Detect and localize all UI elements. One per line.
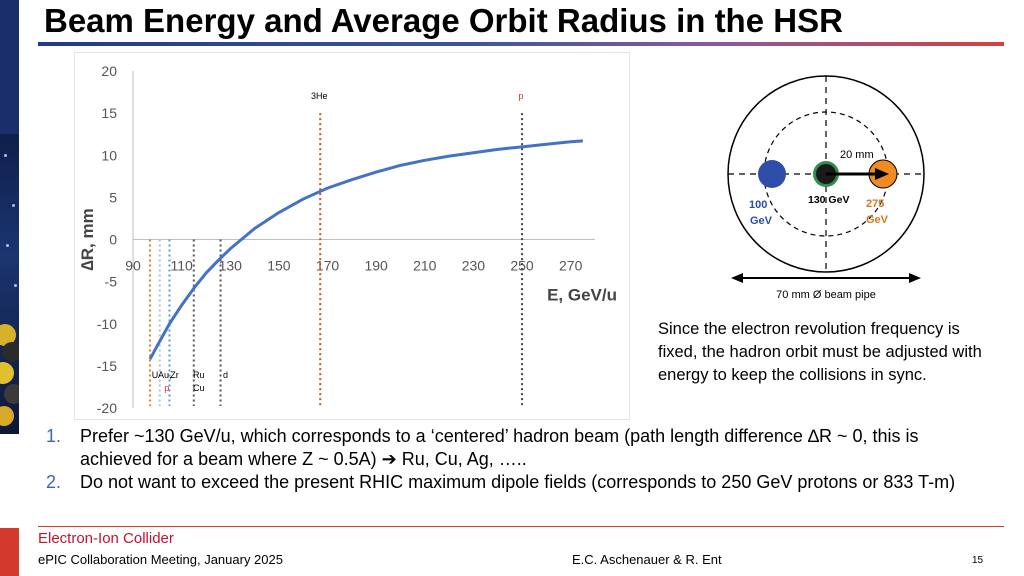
marker-label: U xyxy=(152,370,159,380)
series-line-0 xyxy=(148,139,583,360)
marker-sublabel: p xyxy=(164,383,169,393)
x-tick-label: 230 xyxy=(462,258,486,274)
y-tick-label: -5 xyxy=(105,274,118,290)
x-tick-label: 190 xyxy=(364,258,388,274)
x-tick-label: 150 xyxy=(267,258,291,274)
y-tick-label: 15 xyxy=(101,105,117,121)
pipe-label: 70 mm Ø beam pipe xyxy=(776,289,876,301)
beam-pipe-diagram: 20 mm 100 GeV 130 GeV 275 GeV 70 mm Ø be… xyxy=(727,75,925,301)
marker-label: p xyxy=(519,91,524,101)
footer-authors: E.C. Aschenauer & R. Ent xyxy=(572,552,722,567)
page-number: 15 xyxy=(972,555,984,566)
x-axis-label: E, GeV/u xyxy=(547,286,617,305)
pipe-arrowhead-left xyxy=(731,273,743,283)
y-tick-label: 0 xyxy=(109,232,117,248)
x-tick-label: 170 xyxy=(316,258,340,274)
offset-arrowhead xyxy=(875,168,889,180)
bullet-text: Do not want to exceed the present RHIC m… xyxy=(80,472,956,492)
label-275: 275 xyxy=(866,198,884,210)
bullet-item: 2. Do not want to exceed the present RHI… xyxy=(46,471,986,494)
label-100-unit: GeV xyxy=(750,215,773,227)
x-tick-label: 210 xyxy=(413,258,437,274)
title-underline xyxy=(38,42,1004,46)
orbit-radius-chart: 20 15 10 5 0 -5 -10 -15 -20 90 110 130 150 170 190 210 2… xyxy=(74,52,630,420)
eic-logo: Electron-Ion Collider xyxy=(38,530,174,547)
label-20mm: 20 mm xyxy=(840,149,874,161)
y-tick-label: 20 xyxy=(101,63,117,79)
y-tick-label: 5 xyxy=(109,189,117,205)
marker-label: Au, xyxy=(158,370,172,380)
x-tick-label: 250 xyxy=(510,258,534,274)
bullet-number: 2. xyxy=(46,472,62,492)
x-tick-label: 110 xyxy=(170,258,193,274)
y-tick-label: 10 xyxy=(101,147,117,163)
y-tick-label: -15 xyxy=(97,358,117,374)
bullet-text: Prefer ~130 GeV/u, which corresponds to … xyxy=(80,426,919,469)
pipe-arrowhead-right xyxy=(909,273,921,283)
y-tick-label: -10 xyxy=(97,316,117,332)
side-decoration-bottom xyxy=(0,528,19,576)
label-275-unit: GeV xyxy=(866,214,889,226)
bullet-number: 1. xyxy=(46,426,62,446)
marker-label: Ru xyxy=(193,370,205,380)
x-tick-label: 270 xyxy=(559,258,583,274)
beam-100gev-dot xyxy=(758,160,786,188)
label-130gev: 130 GeV xyxy=(808,194,849,206)
y-tick-label: -20 xyxy=(97,400,117,416)
explanation-text: Since the electron revolution frequency … xyxy=(658,320,982,384)
chart-svg: 20 15 10 5 0 -5 -10 -15 -20 90 110 130 150 170 190 210 2… xyxy=(78,63,617,416)
footer-divider xyxy=(38,526,1004,527)
bullet-item: 1. Prefer ~130 GeV/u, which corresponds … xyxy=(46,425,986,471)
marker-sublabel: Cu xyxy=(193,383,205,393)
side-decoration-image xyxy=(0,134,19,434)
label-100: 100 xyxy=(749,199,767,211)
side-decoration-top xyxy=(0,0,19,134)
x-tick-label: 90 xyxy=(125,258,141,274)
slide-title: Beam Energy and Average Orbit Radius in … xyxy=(44,2,843,39)
bullet-list: 1. Prefer ~130 GeV/u, which corresponds … xyxy=(46,425,986,494)
footer-meeting: ePIC Collaboration Meeting, January 2025 xyxy=(38,552,283,567)
marker-label: 3He xyxy=(311,91,328,101)
y-axis-label: ∆R, mm xyxy=(78,208,97,270)
marker-label: d xyxy=(223,370,228,380)
marker-label: Zr xyxy=(170,370,179,380)
x-tick-label: 130 xyxy=(219,258,243,274)
